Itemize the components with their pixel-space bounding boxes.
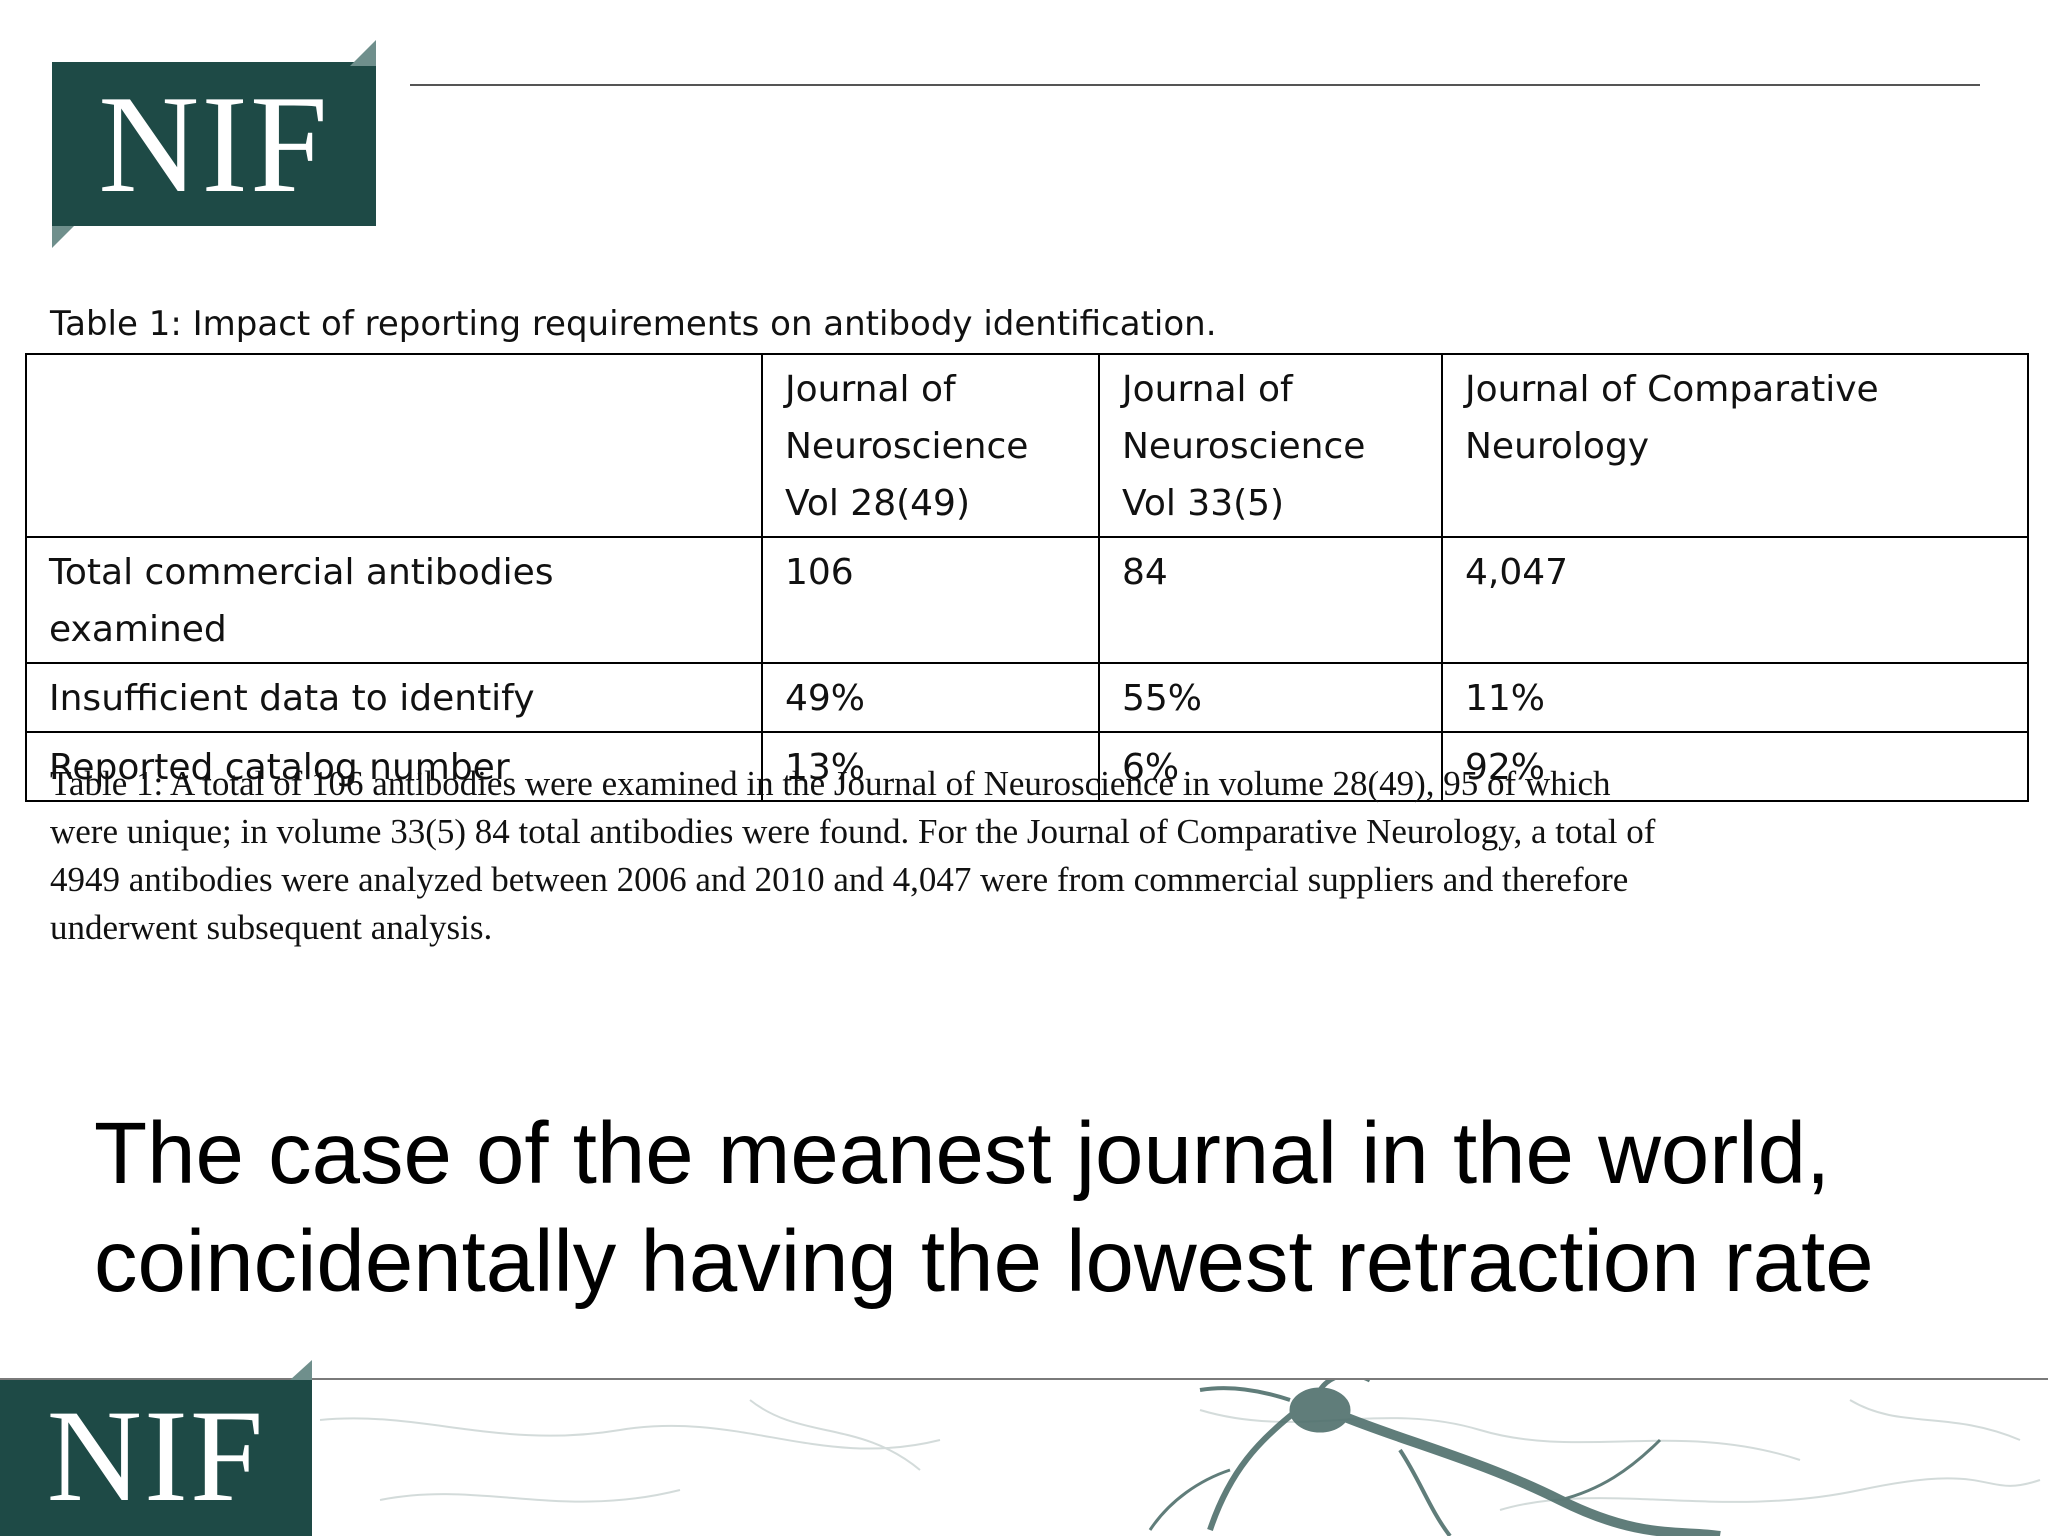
row-label: Insufficient data to identify [25, 662, 763, 733]
table-cell: 106 [761, 536, 1100, 664]
logo-fold-corner [290, 1360, 312, 1380]
table-cell: 84 [1098, 536, 1443, 664]
table-row: Insufficient data to identify 49% 55% 11… [25, 662, 2029, 733]
antibody-table: Journal of Neuroscience Vol 28(49) Journ… [25, 353, 2029, 802]
neuron-background-image [300, 1380, 2048, 1536]
table-header-jneurosci-33: Journal of Neuroscience Vol 33(5) [1098, 353, 1443, 538]
logo-fold-corner [350, 40, 376, 66]
slide-body-text: The case of the meanest journal in the w… [94, 1105, 1874, 1310]
table-cell: 92% [1441, 731, 2029, 802]
table-header-jneurosci-28: Journal of Neuroscience Vol 28(49) [761, 353, 1100, 538]
table-cell: 6% [1098, 731, 1443, 802]
header-divider [410, 84, 1980, 86]
table-cell: 13% [761, 731, 1100, 802]
row-label: Reported catalog number [25, 731, 763, 802]
table-header-row: Journal of Neuroscience Vol 28(49) Journ… [25, 353, 2029, 538]
nif-logo-text: NIF [98, 67, 330, 222]
nif-logo-top: NIF [52, 62, 376, 226]
row-label: Total commercial antibodies examined [25, 536, 763, 664]
table-title: Table 1: Impact of reporting requirement… [50, 304, 1217, 344]
table-header-jcompneurol: Journal of Comparative Neurology [1441, 353, 2029, 538]
logo-fold-corner [52, 226, 74, 248]
table-cell: 55% [1098, 662, 1443, 733]
table-cell: 11% [1441, 662, 2029, 733]
footer-divider [0, 1378, 2048, 1380]
table-row: Total commercial antibodies examined 106… [25, 536, 2029, 664]
nif-logo-bottom: NIF [0, 1380, 312, 1536]
table-footnote: Table 1: A total of 106 antibodies were … [50, 764, 1656, 947]
nif-logo-text: NIF [46, 1382, 266, 1529]
table-row: Reported catalog number 13% 6% 92% [25, 731, 2029, 802]
table-cell: 4,047 [1441, 536, 2029, 664]
table-cell: 49% [761, 662, 1100, 733]
table-header-empty [25, 353, 763, 538]
